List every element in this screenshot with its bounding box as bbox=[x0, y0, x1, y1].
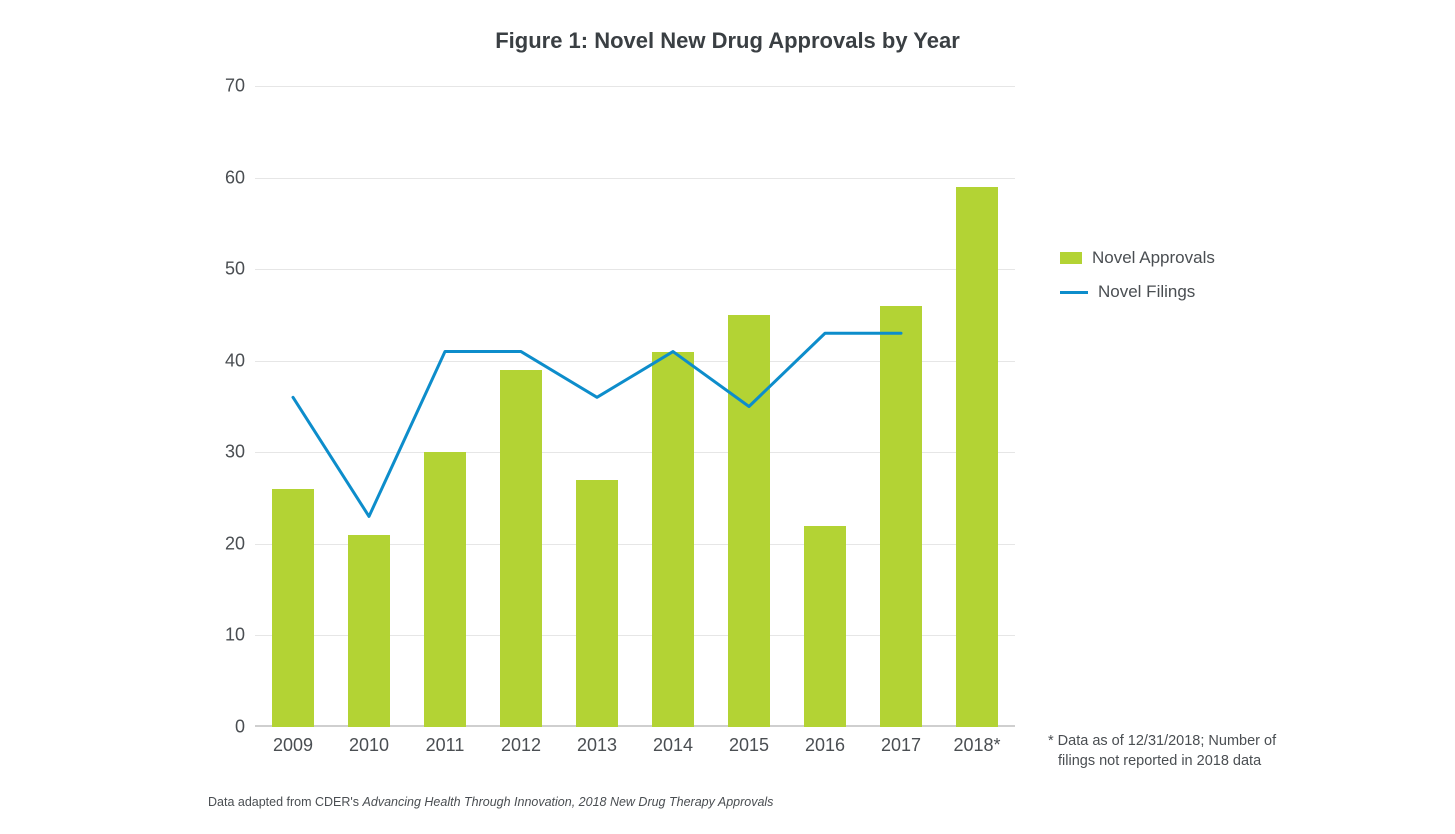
y-tick-label: 30 bbox=[200, 442, 245, 463]
legend-item-line: Novel Filings bbox=[1060, 282, 1215, 302]
legend-swatch-bar bbox=[1060, 252, 1082, 264]
x-tick-label: 2016 bbox=[805, 735, 845, 756]
figure-canvas: Figure 1: Novel New Drug Approvals by Ye… bbox=[0, 0, 1455, 834]
y-tick-label: 40 bbox=[200, 350, 245, 371]
source-italic: Advancing Health Through Innovation, 201… bbox=[363, 795, 774, 809]
x-tick-label: 2017 bbox=[881, 735, 921, 756]
legend-label-line: Novel Filings bbox=[1098, 282, 1195, 302]
legend-swatch-line bbox=[1060, 291, 1088, 294]
y-tick-label: 20 bbox=[200, 533, 245, 554]
line-series-svg bbox=[255, 86, 1015, 727]
source-citation: Data adapted from CDER's Advancing Healt… bbox=[208, 795, 773, 809]
footnote-line2: filings not reported in 2018 data bbox=[1048, 752, 1276, 772]
y-tick-label: 0 bbox=[200, 717, 245, 738]
chart-title: Figure 1: Novel New Drug Approvals by Ye… bbox=[0, 28, 1455, 54]
y-tick-label: 60 bbox=[200, 167, 245, 188]
x-tick-label: 2009 bbox=[273, 735, 313, 756]
x-tick-label: 2011 bbox=[426, 735, 465, 756]
x-tick-label: 2015 bbox=[729, 735, 769, 756]
footnote-line1: * Data as of 12/31/2018; Number of bbox=[1048, 732, 1276, 752]
y-tick-label: 70 bbox=[200, 76, 245, 97]
y-tick-label: 10 bbox=[200, 625, 245, 646]
x-tick-label: 2014 bbox=[653, 735, 693, 756]
line-series bbox=[293, 333, 901, 516]
y-tick-label: 50 bbox=[200, 259, 245, 280]
source-prefix: Data adapted from CDER's bbox=[208, 795, 363, 809]
plot-area: 0102030405060702009201020112012201320142… bbox=[255, 86, 1015, 727]
footnote: * Data as of 12/31/2018; Number of filin… bbox=[1048, 732, 1276, 771]
legend-item-bars: Novel Approvals bbox=[1060, 248, 1215, 268]
x-tick-label: 2012 bbox=[501, 735, 541, 756]
legend-label-bars: Novel Approvals bbox=[1092, 248, 1215, 268]
x-tick-label: 2010 bbox=[349, 735, 389, 756]
legend: Novel Approvals Novel Filings bbox=[1060, 248, 1215, 316]
x-tick-label: 2013 bbox=[577, 735, 617, 756]
x-tick-label: 2018* bbox=[953, 735, 1000, 756]
